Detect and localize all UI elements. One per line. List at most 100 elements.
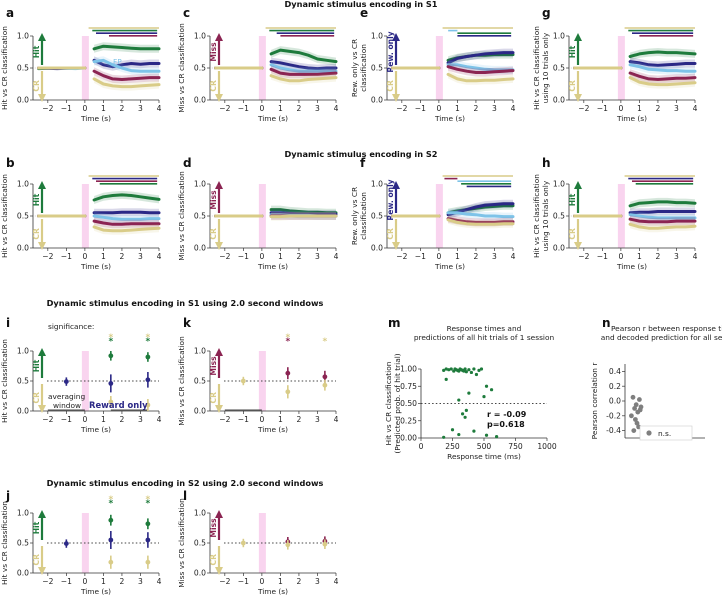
y-tick-label: 0.5 <box>17 539 29 548</box>
y-axis-label: Hit vs CR classification <box>532 26 541 110</box>
title-row2: Dynamic stimulus encoding in S2 <box>285 149 438 159</box>
arrow-label-top: Hit <box>568 45 577 58</box>
arrow-label-bottom: CR <box>209 80 218 92</box>
x-tick-label: 4 <box>334 577 339 586</box>
x-tick-label: 3 <box>138 104 143 113</box>
session-point <box>629 413 634 419</box>
significance-star: * <box>285 333 290 343</box>
y-axis-label: Hit vs CR classification <box>0 339 9 423</box>
arrow-label-top: Hit <box>32 45 41 58</box>
x-axis-label: Time (s) <box>257 262 288 271</box>
y-tick-label: 1.0 <box>553 180 565 189</box>
x-tick-label: 1 <box>101 415 106 424</box>
panels: a 0.0 0.5 1.0 −2 −1 0 1 2 3 4 Time (s) Hit vs CR cla… <box>0 6 722 596</box>
series-line <box>446 217 515 224</box>
rt-point <box>484 433 489 437</box>
arrow-up-head <box>215 510 223 518</box>
significance-star: * <box>146 495 151 505</box>
panel-k: k 0.0 0.5 1.0 −2 −1 0 1 2 3 4 Time (s) Miss vs CR cl… <box>177 316 339 434</box>
m-stat-r: r = -0.09 <box>487 410 527 419</box>
panel-m: m 0.00 0.25 0.50 0.75 1.00 0 250 500 750 1000 Respo… <box>384 316 557 461</box>
y-axis-label: using 10 trials only <box>541 180 550 251</box>
x-tick-label: 1000 <box>537 442 556 451</box>
arrow-up-head <box>392 33 400 41</box>
data-point <box>108 517 114 523</box>
y-tick-label: 0.0 <box>371 244 383 253</box>
y-tick-label: 0.0 <box>17 96 29 105</box>
panel-label-c: c <box>183 6 190 20</box>
session-point <box>633 402 639 408</box>
panel-c: c 0.0 0.5 1.0 −2 −1 0 1 2 3 4 Time (s) Miss vs CR cl… <box>177 6 339 123</box>
panel-n: n -0.4 -0.2 0.0 0.2 0.4 Pearson correlation r P… <box>590 316 722 439</box>
x-tick-label: 2 <box>656 104 661 113</box>
panel-label-b: b <box>6 156 15 170</box>
y-tick-label: 0.5 <box>194 212 206 221</box>
y-tick-label: 0.0 <box>553 96 565 105</box>
x-tick-label: 3 <box>315 415 320 424</box>
y-axis-label: Rew. only vs CR <box>350 187 359 245</box>
y-tick-label: 0.0 <box>371 96 383 105</box>
panel-e: e 0.0 0.5 1.0 −2 −1 0 1 2 3 4 Time (s) Rew. only vs … <box>350 6 516 123</box>
session-point <box>632 406 637 411</box>
x-tick-label: 2 <box>297 252 302 261</box>
x-tick-label: 3 <box>138 577 143 586</box>
arrow-label-top: Hit <box>32 193 41 206</box>
y-tick-label: 0.25 <box>400 416 417 425</box>
y-tick-label: 0.4 <box>609 367 621 376</box>
significance-star: * <box>108 333 113 343</box>
significance-star: * <box>285 337 290 347</box>
x-tick-label: 500 <box>477 442 492 451</box>
arrow-down-head <box>215 567 223 575</box>
y-tick-label: 0.0 <box>194 244 206 253</box>
y-tick-label: 0.5 <box>371 64 383 73</box>
y-tick-label: -0.4 <box>606 426 621 435</box>
y-axis-label: Miss vs CR classification <box>177 336 186 426</box>
significance-star: * <box>146 333 151 343</box>
arrow-down-head <box>392 94 400 102</box>
arrow-label-bottom: CR <box>568 228 577 240</box>
series-line <box>269 60 338 71</box>
x-tick-label: −2 <box>42 104 53 113</box>
rt-point <box>447 368 451 372</box>
arrow-up-head <box>215 181 223 189</box>
x-tick-label: 1 <box>101 104 106 113</box>
arrow-down-head <box>574 94 582 102</box>
annotation-significance: significance: <box>48 322 94 331</box>
x-tick-label: 4 <box>157 104 162 113</box>
arrow-label-bottom: CR <box>32 392 41 404</box>
x-tick-label: −1 <box>61 104 72 113</box>
panel-title: and decoded prediction for all sessions <box>601 333 722 342</box>
arrow-down-head <box>38 242 46 250</box>
x-tick-label: 1 <box>455 252 460 261</box>
session-point <box>630 394 636 400</box>
arrow-label-top: Hit <box>568 193 577 206</box>
y-tick-label: 0.0 <box>609 397 621 406</box>
data-point <box>322 382 328 388</box>
data-point <box>63 379 69 384</box>
x-tick-label: −2 <box>219 104 230 113</box>
y-axis-label: Miss vs CR classification <box>177 23 186 113</box>
session-point <box>637 407 643 413</box>
panel-label-a: a <box>6 6 14 20</box>
session-point <box>634 420 640 426</box>
arrow-label-bottom: CR <box>32 80 41 92</box>
arrow-down-head <box>38 405 46 413</box>
rt-point <box>444 377 448 381</box>
series-line <box>628 200 697 208</box>
x-axis-label: Time (s) <box>257 587 288 596</box>
data-point <box>108 353 114 359</box>
x-tick-label: 0 <box>82 577 87 586</box>
x-tick-label: 0 <box>436 104 441 113</box>
y-tick-label: 0.0 <box>553 244 565 253</box>
arrow-label-top: Rew. only <box>386 179 395 220</box>
significance-star: * <box>108 499 113 509</box>
rt-point <box>464 408 468 412</box>
y-axis-label: Miss vs CR classification <box>177 498 186 588</box>
x-tick-label: 3 <box>492 252 497 261</box>
y-tick-label: 0.5 <box>17 64 29 73</box>
x-tick-label: 750 <box>508 442 523 451</box>
rt-point <box>482 395 486 399</box>
panel-f: f 0.0 0.5 1.0 −2 −1 0 1 2 3 4 Time (s) Rew. only vs … <box>350 156 516 271</box>
title-row3: Dynamic stimulus encoding in S1 using 2.… <box>47 298 324 308</box>
x-axis-label: Time (s) <box>434 262 465 271</box>
